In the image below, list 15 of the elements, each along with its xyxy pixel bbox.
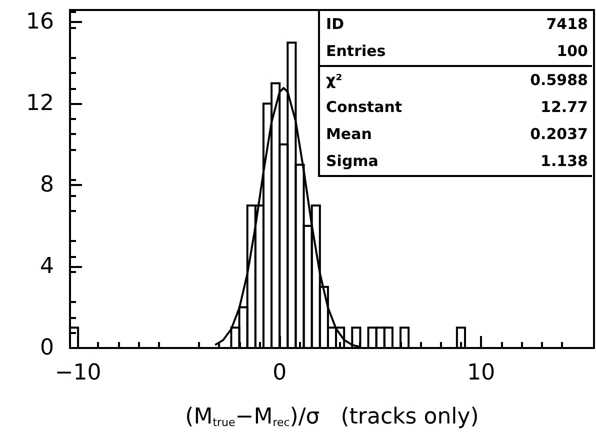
text: Sigma 1.138 [326,152,588,170]
y-tick-label: 8 [40,172,54,198]
text: Constant 12.77 [326,98,588,116]
text: χ² 0.5988 [326,71,588,89]
text: Entries 100 [326,42,588,60]
text: Mean 0.2037 [326,125,588,143]
y-tick-label: 0 [40,336,54,360]
x-tick-label: 0 [272,360,287,386]
x-axis-title: (Mtrue−Mrec)/σ (tracks only) [185,404,479,430]
y-tick-label: 12 [26,91,54,116]
x-tick-label: −10 [54,360,102,386]
text: ID 7418 [326,15,588,33]
y-tick-label: 4 [40,254,54,280]
x-tick-label: 10 [467,360,496,386]
y-tick-label: 16 [26,10,54,35]
